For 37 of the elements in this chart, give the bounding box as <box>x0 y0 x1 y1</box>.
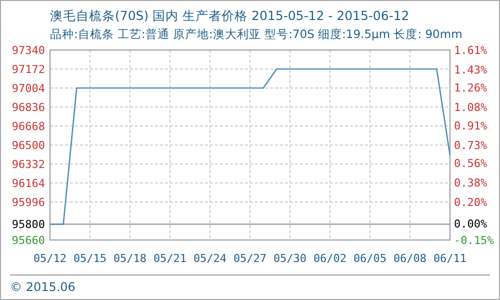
x-tick-label: 06/05 <box>353 252 387 265</box>
y-tick-label: 97172 <box>12 62 45 76</box>
y-tick-label: 96500 <box>12 138 45 152</box>
y2-tick-label: 0.20% <box>454 196 488 210</box>
line-series <box>49 68 451 225</box>
x-tick-label: 05/12 <box>33 252 67 265</box>
y2-tick-label: 0.73% <box>454 138 488 152</box>
y-tick-label: 97004 <box>12 82 46 95</box>
text: © 2015.06 <box>10 280 76 294</box>
x-tick-label: 06/11 <box>433 252 467 265</box>
y2-tick-label: 1.26% <box>454 82 488 95</box>
y2-tick-label: 0.38% <box>454 176 488 190</box>
x-tick-label: 05/15 <box>73 252 107 265</box>
y2-tick-label: 0.56% <box>454 157 488 170</box>
y-tick-label: 95800 <box>12 218 45 232</box>
x-tick-label: 05/30 <box>273 252 307 265</box>
y-tick-label: 95660 <box>12 234 45 247</box>
y-tick-label: 96836 <box>12 100 45 114</box>
y2-tick-label: 0.91% <box>454 119 488 132</box>
y-tick-label: 96668 <box>12 120 45 133</box>
y-tick-label: 96332 <box>12 158 45 171</box>
x-tick-label: 05/18 <box>113 252 147 265</box>
y-tick-label: 97340 <box>12 44 45 57</box>
x-tick-label: 06/02 <box>313 252 347 265</box>
y2-tick-label: 1.08% <box>454 101 488 114</box>
x-tick-label: 05/21 <box>153 252 187 265</box>
x-tick-label: 06/08 <box>393 252 427 265</box>
y2-tick-label: 0.00% <box>454 218 488 231</box>
y-tick-label: 96164 <box>12 176 46 190</box>
y2-tick-label: 1.61% <box>454 44 488 57</box>
chart-subtitle: 品种:自梳条 工艺:普通 原产地:澳大利亚 型号:70S 细度:19.5μm 长度: 90mm <box>50 27 462 41</box>
y-tick-label: 95996 <box>12 196 45 209</box>
y2-tick-label: 1.43% <box>454 63 488 76</box>
x-tick-label: 05/24 <box>193 252 227 265</box>
chart-title: 澳毛自梳条(70S) 国内 生产者价格 2015-05-12 - 2015-06-12 <box>50 8 410 23</box>
x-tick-label: 05/27 <box>233 252 267 265</box>
y2-tick-label: -0.15% <box>454 234 494 247</box>
